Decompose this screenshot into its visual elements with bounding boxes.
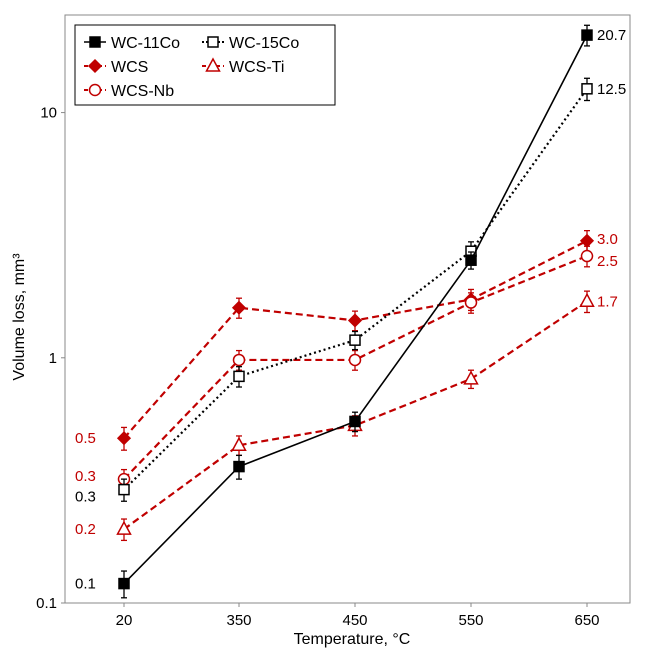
data-point-wcs-ti [463,370,479,385]
data-label: 0.3 [75,468,96,485]
data-label: 0.2 [75,521,96,538]
x-tick-label: 350 [226,612,251,629]
legend-entry-wc-11co: WC-11Co [84,35,180,52]
series-wc-15co [118,77,593,502]
data-point-wc-11co [465,254,477,266]
legend: WC-11Co WC-15Co WCS WCS-Ti WCS-Nb [74,24,336,106]
data-point-wc-15co [233,370,245,383]
y-tick-label: 1 [49,350,57,367]
legend-label: WC-11Co [111,35,180,52]
data-point-wcs-nb [580,249,594,263]
data-point-wc-11co [349,415,361,428]
x-tick-label: 20 [116,612,133,629]
legend-swatch-marker [205,57,221,72]
data-label: 3.0 [597,231,618,248]
data-point-wc-11co [233,460,245,473]
series-line-wc-11co [123,34,588,585]
data-point-wcs [116,431,132,446]
legend-swatch-marker [87,58,103,74]
legend-swatch-marker [89,36,101,48]
data-label: 0.3 [75,489,96,506]
data-label: 12.5 [597,81,626,98]
data-point-wcs-nb [348,353,362,367]
y-tick-label: 10 [40,105,57,122]
data-label: 2.5 [597,253,618,270]
data-point-wc-15co [581,83,593,95]
data-label: 0.1 [75,576,96,593]
data-point-wcs-nb [232,353,246,367]
series-layer [116,24,595,599]
legend-entry-wcs-nb: WCS-Nb [84,83,174,100]
series-wc-11co [118,24,593,599]
y-axis-label: Volume loss, mm³ [11,253,28,381]
legend-swatch-marker [207,36,219,48]
data-point-wcs-ti [231,436,247,451]
data-point-wc-11co [118,577,130,590]
legend-swatch-marker [88,83,102,97]
data-point-wc-11co [581,29,593,41]
data-point-wcs [579,233,595,248]
series-line-wcs-ti [123,300,588,531]
data-point-wcs-nb [464,296,478,309]
data-point-wc-15co [118,483,130,496]
axis-layer: 0.1 1 10 20 350 450 550 650 [36,105,599,629]
legend-entry-wc-15co: WC-15Co [202,35,299,52]
data-point-wcs-ti [116,520,132,535]
series-wcs-nb [117,245,594,491]
legend-label: WCS-Ti [229,59,284,76]
data-point-wcs-ti [579,292,595,308]
legend-label: WCS [111,59,148,76]
data-label: 20.7 [597,27,626,44]
legend-entry-wcs: WCS [84,58,148,76]
legend-label: WC-15Co [229,35,299,52]
plot-frame [64,14,631,604]
x-axis-label: Temperature, °C [294,631,411,648]
data-point-wcs [347,313,363,328]
data-point-wc-15co [349,334,361,346]
x-tick-label: 550 [458,612,483,629]
y-tick-label: 0.1 [36,595,57,612]
x-tick-label: 450 [342,612,367,629]
x-tick-label: 650 [574,612,599,629]
annotation-layer: 0.5 0.3 0.3 0.2 0.1 20.7 12.5 3.0 2.5 1.7 [75,27,626,592]
data-label: 0.5 [75,430,96,447]
legend-entry-wcs-ti: WCS-Ti [202,57,284,76]
legend-label: WCS-Nb [111,83,174,100]
data-point-wcs [231,300,247,315]
data-label: 1.7 [597,293,618,310]
series-line-wc-15co [123,88,588,491]
